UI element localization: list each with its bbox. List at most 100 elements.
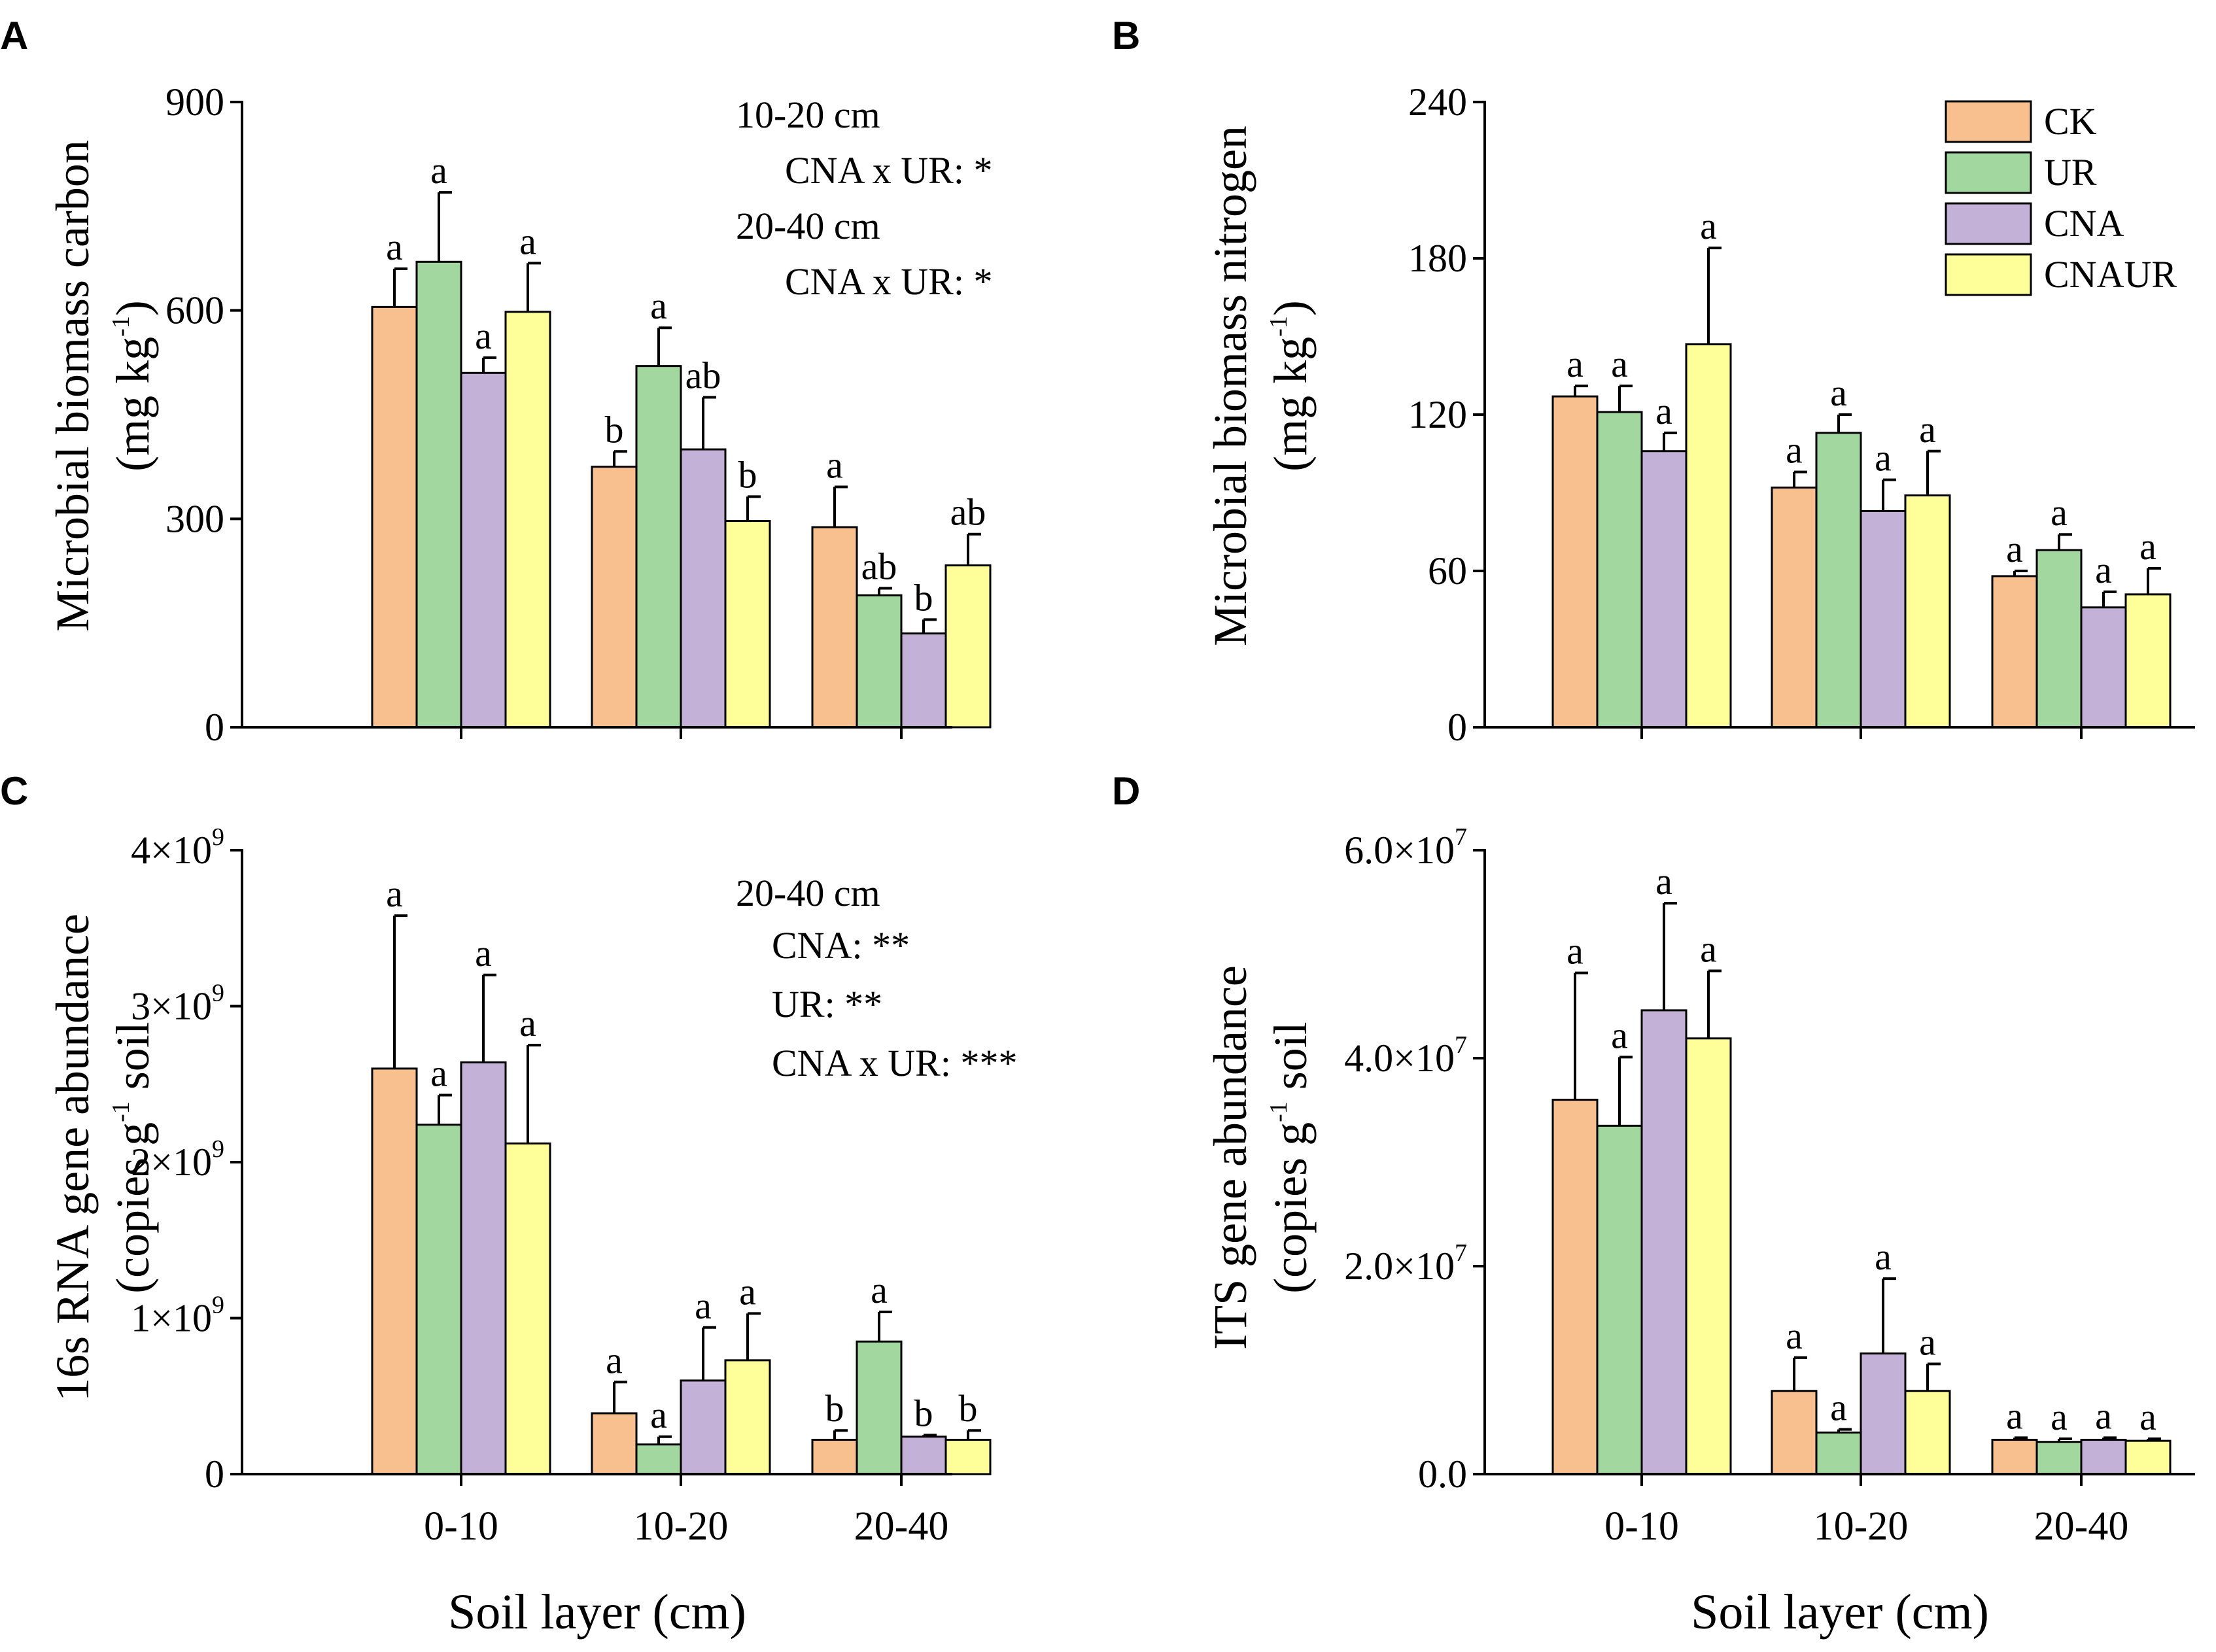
- significance-letter: ab: [950, 491, 986, 534]
- legend-label-cna: CNA: [2044, 202, 2124, 245]
- y-axis-title: Microbial biomass carbon (mg kg-1): [46, 140, 159, 632]
- significance-letter: a: [695, 1284, 712, 1327]
- significance-letter: a: [1700, 205, 1717, 247]
- bar-cna-10-20: [1860, 1352, 1907, 1475]
- y-tick-label: 4.0×107: [1344, 1031, 1467, 1080]
- y-tick-label: 0: [205, 706, 224, 749]
- significance-letter: a: [1919, 1320, 1936, 1363]
- bar-ck-0-10: [371, 1067, 418, 1475]
- bar-cnaur-0-10: [1685, 343, 1732, 729]
- panel-label: C: [0, 769, 28, 813]
- legend: CK UR CNA CNAUR: [1945, 100, 2177, 296]
- significance-letter: a: [519, 220, 536, 262]
- bar-ur-0-10: [415, 260, 462, 729]
- y-tick-label: 6.0×107: [1344, 823, 1467, 872]
- significance-letter: b: [959, 1387, 978, 1430]
- y-tick-label: 0.0: [1418, 1453, 1467, 1496]
- legend-swatch-cna: [1945, 202, 2032, 245]
- bar-cnaur-20-40: [2124, 1439, 2172, 1475]
- significance-letter: a: [386, 872, 403, 915]
- significance-letter: b: [605, 408, 624, 451]
- significance-letter: a: [739, 1270, 756, 1313]
- bar-ck-20-40: [1991, 1439, 2038, 1475]
- bar-cnaur-20-40: [2124, 593, 2172, 729]
- bar-cna-0-10: [1640, 450, 1688, 729]
- bar-cna-20-40: [900, 1436, 947, 1475]
- legend-label-ck: CK: [2044, 100, 2097, 143]
- y-tick-label: 4×109: [131, 823, 224, 872]
- significance-letter: a: [1786, 429, 1803, 472]
- bar-ck-10-20: [591, 1412, 638, 1475]
- bar-cnaur-10-20: [724, 1359, 771, 1475]
- x-axis-title: Soil layer (cm): [448, 1585, 746, 1640]
- bar-cnaur-0-10: [504, 1142, 551, 1475]
- significance-letter: a: [1655, 390, 1672, 432]
- significance-letter: a: [2095, 1394, 2112, 1437]
- legend-label-cnaur: CNAUR: [2044, 253, 2177, 296]
- stat-annotation: UR: **: [772, 983, 882, 1025]
- bar-ur-20-40: [856, 1340, 903, 1475]
- significance-letter: a: [430, 1052, 447, 1094]
- bar-ur-10-20: [635, 365, 682, 729]
- y-axis-title: Microbial biomass nitrogen (mg kg-1): [1204, 126, 1317, 646]
- significance-letter: a: [871, 1269, 888, 1311]
- significance-letter: a: [1830, 371, 1847, 414]
- bar-cna-20-40: [2080, 1439, 2127, 1475]
- panel-label: B: [1112, 14, 1140, 58]
- y-tick-label: 0: [1447, 706, 1467, 749]
- bar-cnaur-0-10: [504, 311, 551, 729]
- significance-letter: a: [650, 284, 667, 327]
- bar-cnaur-0-10: [1685, 1037, 1732, 1475]
- significance-letter: a: [519, 1002, 536, 1044]
- bar-cna-10-20: [1860, 509, 1907, 729]
- bar-cna-0-10: [460, 1061, 507, 1475]
- bar-ur-10-20: [1815, 1431, 1862, 1475]
- bar-cna-0-10: [460, 371, 507, 729]
- bar-ck-20-40: [811, 1439, 858, 1475]
- significance-letter: a: [2051, 491, 2068, 534]
- bar-ur-0-10: [1596, 1124, 1643, 1475]
- legend-label-ur: UR: [2044, 151, 2097, 194]
- significance-letter: a: [2139, 525, 2156, 568]
- bar-ck-20-40: [811, 526, 858, 729]
- significance-letter: a: [650, 1394, 667, 1436]
- y-tick-label: 2×109: [131, 1135, 224, 1184]
- stat-annotation: 20-40 cm: [736, 205, 880, 247]
- significance-letter: a: [1611, 343, 1628, 385]
- significance-letter: a: [826, 443, 843, 486]
- significance-letter: a: [1875, 437, 1892, 479]
- significance-letter: a: [1611, 1014, 1628, 1056]
- stat-annotation: CNA x UR: *: [785, 260, 992, 303]
- significance-letter: a: [1875, 1235, 1892, 1278]
- x-tick-label: 10-20: [634, 1504, 729, 1549]
- bar-ur-20-40: [2035, 1441, 2083, 1475]
- bar-ck-0-10: [1551, 1099, 1599, 1475]
- bar-cnaur-20-40: [944, 1439, 992, 1475]
- panel-label: A: [0, 14, 28, 58]
- significance-letter: b: [825, 1387, 844, 1430]
- significance-letter: a: [606, 1339, 623, 1381]
- significance-letter: b: [914, 576, 933, 619]
- significance-letter: a: [475, 315, 492, 357]
- bar-cnaur-10-20: [1904, 494, 1951, 729]
- y-tick-label: 900: [165, 80, 224, 124]
- y-tick-label: 240: [1408, 80, 1467, 124]
- bar-ur-10-20: [635, 1443, 682, 1475]
- x-axis-title: Soil layer (cm): [1691, 1585, 1989, 1640]
- bar-ur-20-40: [856, 594, 903, 729]
- y-tick-label: 300: [165, 497, 224, 540]
- bar-ur-0-10: [415, 1124, 462, 1475]
- bar-ur-10-20: [1815, 432, 1862, 729]
- bar-ck-20-40: [1991, 575, 2038, 729]
- bar-ur-20-40: [2035, 549, 2083, 729]
- significance-letter: a: [1830, 1386, 1847, 1429]
- significance-letter: a: [1786, 1315, 1803, 1357]
- significance-letter: a: [1567, 343, 1584, 385]
- stat-annotation: CNA x UR: ***: [772, 1042, 1017, 1084]
- bar-ck-0-10: [371, 305, 418, 729]
- y-tick-label: 0: [205, 1453, 224, 1496]
- bar-cna-0-10: [1640, 1009, 1688, 1475]
- bar-cna-10-20: [680, 1379, 727, 1475]
